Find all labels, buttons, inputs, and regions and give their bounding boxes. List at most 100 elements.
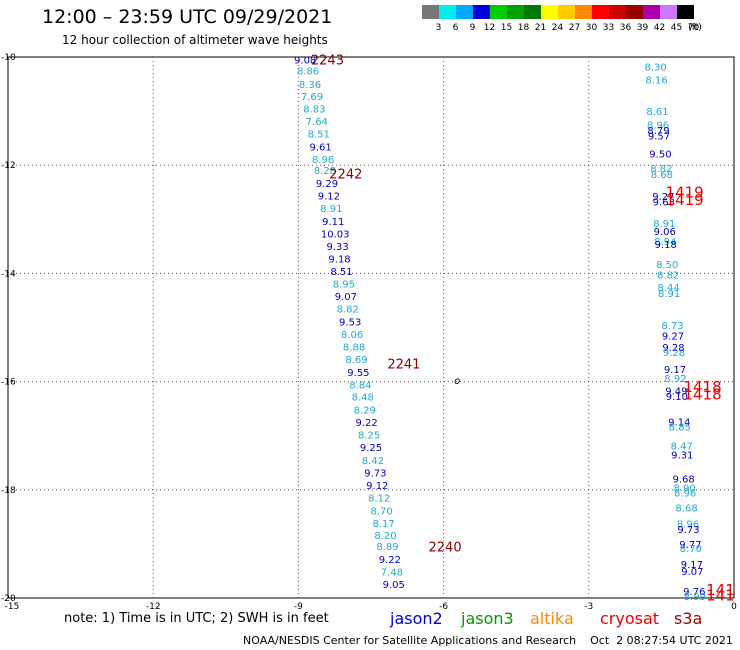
legend-label: 33 [602, 23, 615, 33]
satellite-s3a-label: s3a [674, 609, 703, 628]
wave-height-value: 8.89 [376, 542, 398, 553]
wave-height-value: 9.25 [360, 443, 382, 454]
legend-label: 70 [687, 23, 700, 33]
legend-unit: (ft) [688, 23, 702, 33]
wave-height-value: 9.27 [652, 192, 674, 203]
wave-height-value: 8.36 [299, 80, 321, 91]
wave-height-value: 9.28 [663, 348, 685, 359]
wave-height-value: 9.05 [383, 580, 405, 591]
wave-height-value: 9.28 [662, 343, 684, 354]
wave-height-value: 8.82 [657, 270, 679, 281]
legend-label: 24 [551, 23, 564, 33]
credit-line: NOAA/NESDIS Center for Satellite Applica… [243, 634, 733, 647]
map-frame [7, 56, 735, 599]
legend-swatch [592, 5, 609, 19]
page-subtitle: 12 hour collection of altimeter wave hei… [62, 33, 328, 47]
legend-swatch [541, 5, 558, 19]
wave-height-value: 8.29 [354, 406, 376, 417]
wave-height-value: 8.50 [656, 260, 678, 271]
wave-height-value: 8.91 [320, 204, 342, 215]
wave-height-value: 8.85 [669, 423, 691, 434]
legend-swatch [609, 5, 626, 19]
wave-height-value: 8.68 [651, 170, 673, 181]
pass-time-label: 2241 [387, 358, 420, 373]
legend-swatch [456, 5, 473, 19]
wave-height-value: 8.28 [314, 166, 336, 177]
legend-label: 6 [452, 23, 459, 33]
lat-tick-label: -16 [1, 378, 16, 388]
wave-height-value: 8.95 [333, 280, 355, 291]
wave-height-value: 8.86 [297, 67, 319, 78]
legend-swatch [439, 5, 456, 19]
wave-height-value: 10.03 [321, 229, 350, 240]
wave-height-value: 9.22 [356, 418, 378, 429]
wave-height-value: 8.96 [674, 489, 696, 500]
wave-height-value: 9.33 [326, 242, 348, 253]
lat-tick-label: -14 [1, 269, 16, 279]
legend-label: 27 [568, 23, 581, 33]
wave-height-value: 9.17 [681, 560, 703, 571]
legend-swatch [422, 5, 439, 19]
wave-height-value: 7.48 [381, 567, 403, 578]
legend-swatch [524, 5, 541, 19]
pass-time-label: 141 [706, 581, 735, 599]
wave-height-value: 9.18 [655, 240, 677, 251]
legend-swatch [660, 5, 677, 19]
wave-height-value: 8.30 [644, 63, 666, 74]
wave-height-value: 8.84 [349, 380, 371, 391]
satellite-altika-label: altika [530, 609, 574, 628]
wave-height-value: 8.82 [337, 305, 359, 316]
lat-tick-label: -20 [1, 594, 16, 604]
legend-swatch [473, 5, 490, 19]
wave-height-value: 8.70 [371, 506, 393, 517]
wave-height-value: 9.76 [683, 587, 705, 598]
lat-tick-label: -10 [1, 53, 16, 63]
wave-height-value: 8.12 [368, 493, 390, 504]
legend-label: 15 [500, 23, 513, 33]
wave-height-value: 7.69 [301, 92, 323, 103]
wave-height-value: 8.44 [658, 283, 680, 294]
wave-height-value: 8.16 [645, 76, 667, 87]
pass-time-label: 141 [706, 586, 735, 604]
legend-swatch [507, 5, 524, 19]
pass-time-label: 1419 [666, 191, 704, 209]
lon-tick-label: -15 [5, 602, 20, 612]
legend-label: 39 [636, 23, 649, 33]
wave-height-value: 8.82 [650, 164, 672, 175]
wave-height-value: 9.08 [294, 56, 316, 67]
page-title: 12:00 – 23:59 UTC 09/29/2021 [42, 6, 333, 28]
wave-height-value: 9.12 [318, 191, 340, 202]
wave-height-value: 9.12 [366, 481, 388, 492]
legend-label: 3 [435, 23, 442, 33]
wave-height-value: 9.11 [322, 217, 344, 228]
wave-height-value: 9.49 [665, 386, 687, 397]
wave-height-value: 8.06 [341, 330, 363, 341]
wave-height-value: 9.07 [335, 292, 357, 303]
wave-height-value: 7.64 [306, 117, 328, 128]
wave-height-value: 9.10 [666, 392, 688, 403]
legend-label: 12 [483, 23, 496, 33]
wave-height-value: 8.96 [312, 155, 334, 166]
wave-height-value: 9.50 [649, 149, 671, 160]
wave-height-value: 8.88 [343, 342, 365, 353]
wave-height-value: 9.61 [310, 142, 332, 153]
wave-height-value: 9.77 [679, 540, 701, 551]
wave-height-value: 8.94 [654, 237, 676, 248]
lon-tick-label: -9 [294, 602, 303, 612]
wave-height-value: 8.99 [684, 592, 706, 603]
wave-height-value: 9.53 [339, 318, 361, 329]
wave-height-value: 9.73 [364, 468, 386, 479]
pass-time-label: 2243 [311, 54, 344, 69]
wave-height-value: 8.79 [647, 126, 669, 137]
wave-height-value: 9.63 [653, 197, 675, 208]
lat-tick-label: -18 [1, 486, 16, 496]
wave-height-value: 8.90 [673, 484, 695, 495]
wave-height-value: 8.91 [653, 219, 675, 230]
legend-label: 30 [585, 23, 598, 33]
lon-tick-label: -12 [146, 602, 161, 612]
wave-height-value: 9.29 [316, 179, 338, 190]
wave-height-value: 9.14 [668, 418, 690, 429]
wave-height-value: 8.42 [362, 456, 384, 467]
wave-height-value: 8.92 [664, 374, 686, 385]
